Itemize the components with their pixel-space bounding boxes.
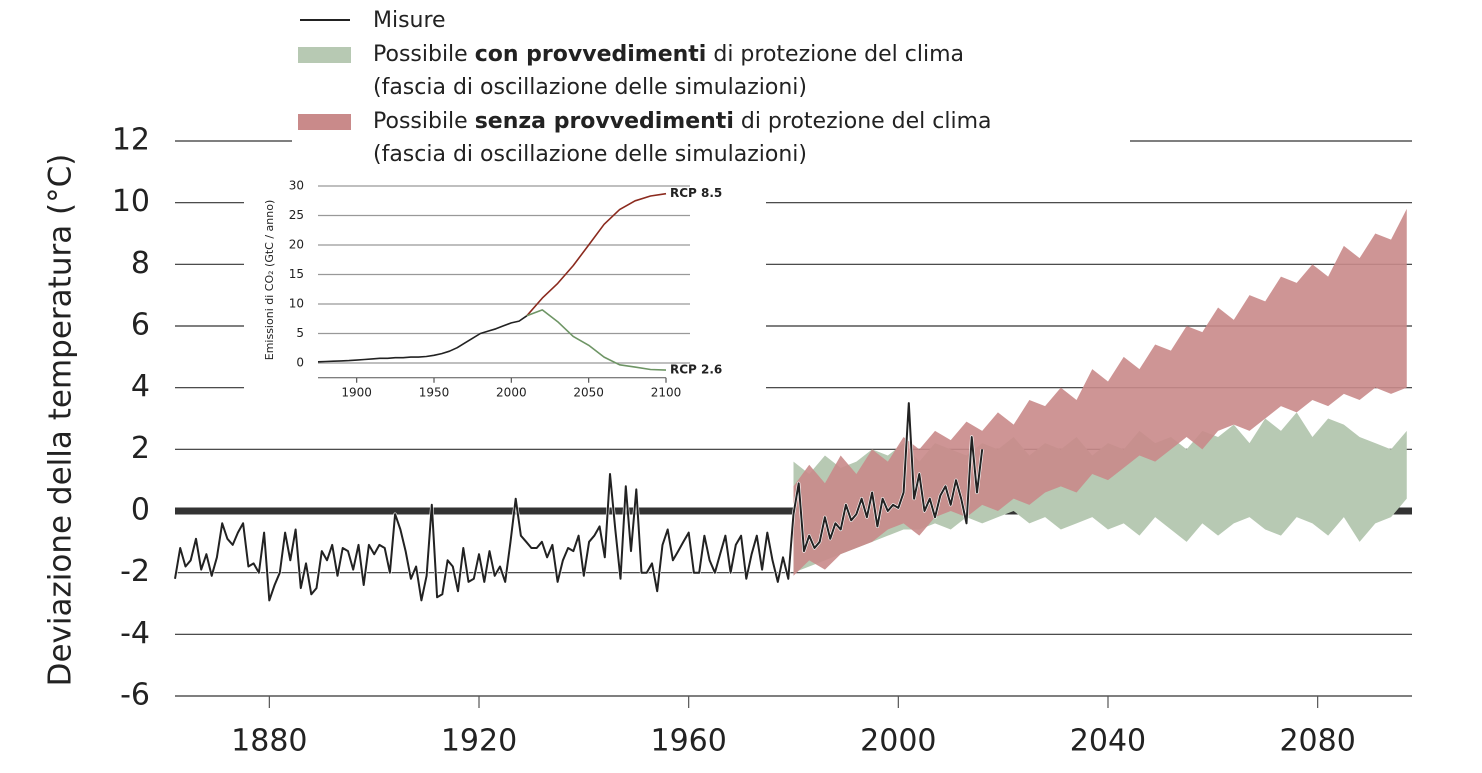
y-tick-label: 4 [131,369,150,404]
x-tick-label: 1900 [341,385,372,399]
legend-note: (fascia di oscillazione delle simulazion… [373,142,807,167]
legend-swatch [298,47,351,63]
y-tick-label: 10 [112,184,150,219]
legend-label: Possibile senza provvedimenti di protezi… [373,109,992,134]
y-tick-label: 30 [289,179,304,193]
y-tick-label: 6 [131,308,150,343]
x-tick-label: 2080 [1279,724,1355,759]
line [317,315,528,363]
y-tick-label: -4 [120,616,150,651]
legend-background [292,0,1130,172]
legend-label: Possibile con provvedimenti di protezion… [373,42,964,67]
x-tick-label: 1950 [419,385,450,399]
x-tick-label: 2000 [496,385,527,399]
inset-background [244,170,766,410]
y-axis-title: Deviazione della temperatura (°C) [43,154,79,687]
x-tick-label: 1880 [231,724,307,759]
x-tick-label: 2050 [573,385,604,399]
x-tick-label: 2000 [860,724,936,759]
x-tick-label: 1920 [441,724,517,759]
y-tick-label: -2 [120,554,150,589]
legend-label: Misure [373,8,446,33]
legend-swatch [298,114,351,130]
y-tick-label: 2 [131,431,150,466]
y-tick-label: 25 [289,208,304,222]
y-tick-label: -6 [120,678,150,713]
y-axis-title: Emissioni di CO₂ (GtC / anno) [263,200,276,361]
y-tick-label: 0 [296,356,304,370]
y-tick-label: 10 [289,297,304,311]
legend-note: (fascia di oscillazione delle simulazion… [373,75,807,100]
x-tick-label: 1960 [650,724,726,759]
x-tick-label: 2100 [651,385,682,399]
y-tick-label: 12 [112,123,150,158]
y-tick-label: 5 [296,326,304,340]
line [526,192,667,317]
line [526,309,667,371]
y-tick-label: 0 [131,493,150,528]
y-tick-label: 20 [289,238,304,252]
x-tick-label: 2040 [1070,724,1146,759]
range-band [793,208,1407,576]
line [174,402,984,602]
series-label: RCP 2.6 [670,363,722,377]
series-label: RCP 8.5 [670,186,722,200]
y-tick-label: 15 [289,267,304,281]
y-tick-label: 8 [131,246,150,281]
